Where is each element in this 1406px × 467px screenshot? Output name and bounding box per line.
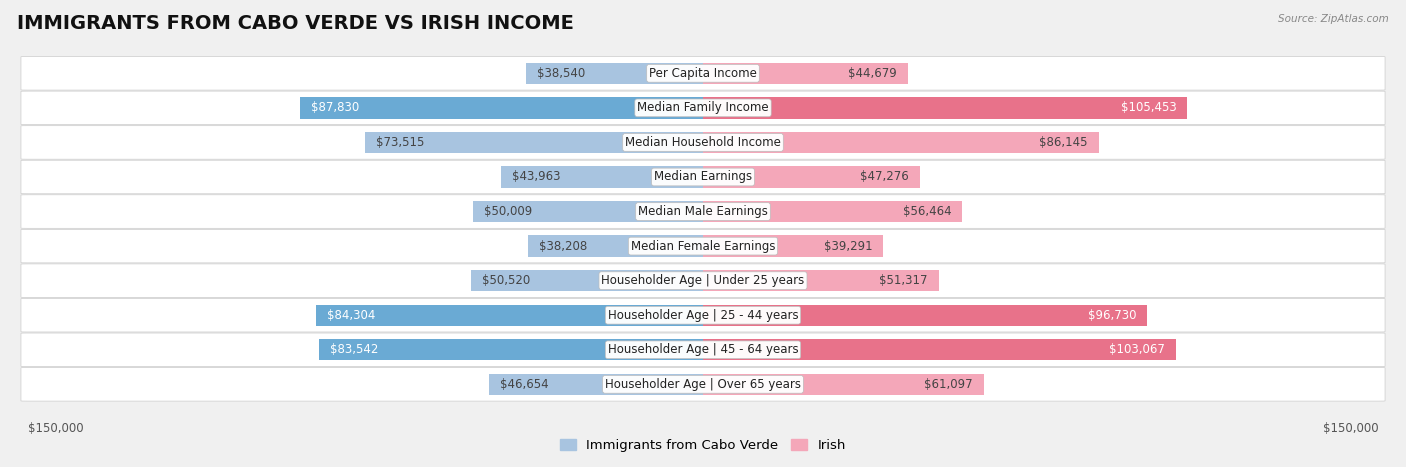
- Text: Per Capita Income: Per Capita Income: [650, 67, 756, 80]
- Text: Median Household Income: Median Household Income: [626, 136, 780, 149]
- Text: $38,208: $38,208: [538, 240, 586, 253]
- Text: $83,542: $83,542: [330, 343, 378, 356]
- Bar: [489, 374, 703, 395]
- FancyBboxPatch shape: [21, 195, 1385, 228]
- Text: $87,830: $87,830: [311, 101, 359, 114]
- Text: $38,540: $38,540: [537, 67, 585, 80]
- Bar: [319, 339, 703, 361]
- Bar: [471, 270, 703, 291]
- Bar: [703, 270, 939, 291]
- FancyBboxPatch shape: [21, 264, 1385, 297]
- Text: $43,963: $43,963: [512, 170, 561, 184]
- Text: $105,453: $105,453: [1121, 101, 1177, 114]
- Bar: [703, 166, 920, 188]
- Text: $73,515: $73,515: [377, 136, 425, 149]
- Text: $150,000: $150,000: [28, 422, 83, 435]
- Text: $47,276: $47,276: [860, 170, 910, 184]
- Bar: [526, 63, 703, 84]
- FancyBboxPatch shape: [21, 333, 1385, 367]
- FancyBboxPatch shape: [21, 91, 1385, 125]
- FancyBboxPatch shape: [21, 229, 1385, 263]
- Text: Householder Age | 45 - 64 years: Householder Age | 45 - 64 years: [607, 343, 799, 356]
- Bar: [527, 235, 703, 257]
- Text: $50,009: $50,009: [484, 205, 533, 218]
- Text: $103,067: $103,067: [1109, 343, 1166, 356]
- Text: $84,304: $84,304: [326, 309, 375, 322]
- Bar: [703, 63, 908, 84]
- Bar: [501, 166, 703, 188]
- Text: Householder Age | Under 25 years: Householder Age | Under 25 years: [602, 274, 804, 287]
- FancyBboxPatch shape: [21, 57, 1385, 90]
- Bar: [299, 97, 703, 119]
- Legend: Immigrants from Cabo Verde, Irish: Immigrants from Cabo Verde, Irish: [554, 434, 852, 457]
- Text: Median Female Earnings: Median Female Earnings: [631, 240, 775, 253]
- FancyBboxPatch shape: [21, 368, 1385, 401]
- Bar: [366, 132, 703, 153]
- FancyBboxPatch shape: [21, 126, 1385, 159]
- Bar: [316, 304, 703, 326]
- Text: $44,679: $44,679: [848, 67, 897, 80]
- Bar: [703, 201, 962, 222]
- Text: Median Earnings: Median Earnings: [654, 170, 752, 184]
- Text: $61,097: $61,097: [924, 378, 973, 391]
- Text: $50,520: $50,520: [482, 274, 530, 287]
- FancyBboxPatch shape: [21, 298, 1385, 332]
- Text: $86,145: $86,145: [1039, 136, 1088, 149]
- Bar: [703, 374, 984, 395]
- Text: Householder Age | 25 - 44 years: Householder Age | 25 - 44 years: [607, 309, 799, 322]
- Text: Median Male Earnings: Median Male Earnings: [638, 205, 768, 218]
- Text: $39,291: $39,291: [824, 240, 873, 253]
- Text: Householder Age | Over 65 years: Householder Age | Over 65 years: [605, 378, 801, 391]
- Text: IMMIGRANTS FROM CABO VERDE VS IRISH INCOME: IMMIGRANTS FROM CABO VERDE VS IRISH INCO…: [17, 14, 574, 33]
- Bar: [703, 339, 1177, 361]
- Text: Median Family Income: Median Family Income: [637, 101, 769, 114]
- Text: Source: ZipAtlas.com: Source: ZipAtlas.com: [1278, 14, 1389, 24]
- Text: $46,654: $46,654: [499, 378, 548, 391]
- Bar: [703, 235, 883, 257]
- Bar: [703, 132, 1098, 153]
- Text: $150,000: $150,000: [1323, 422, 1378, 435]
- Text: $51,317: $51,317: [879, 274, 928, 287]
- Text: $96,730: $96,730: [1088, 309, 1136, 322]
- Bar: [474, 201, 703, 222]
- FancyBboxPatch shape: [21, 160, 1385, 194]
- Text: $56,464: $56,464: [903, 205, 952, 218]
- Bar: [703, 97, 1187, 119]
- Bar: [703, 304, 1147, 326]
